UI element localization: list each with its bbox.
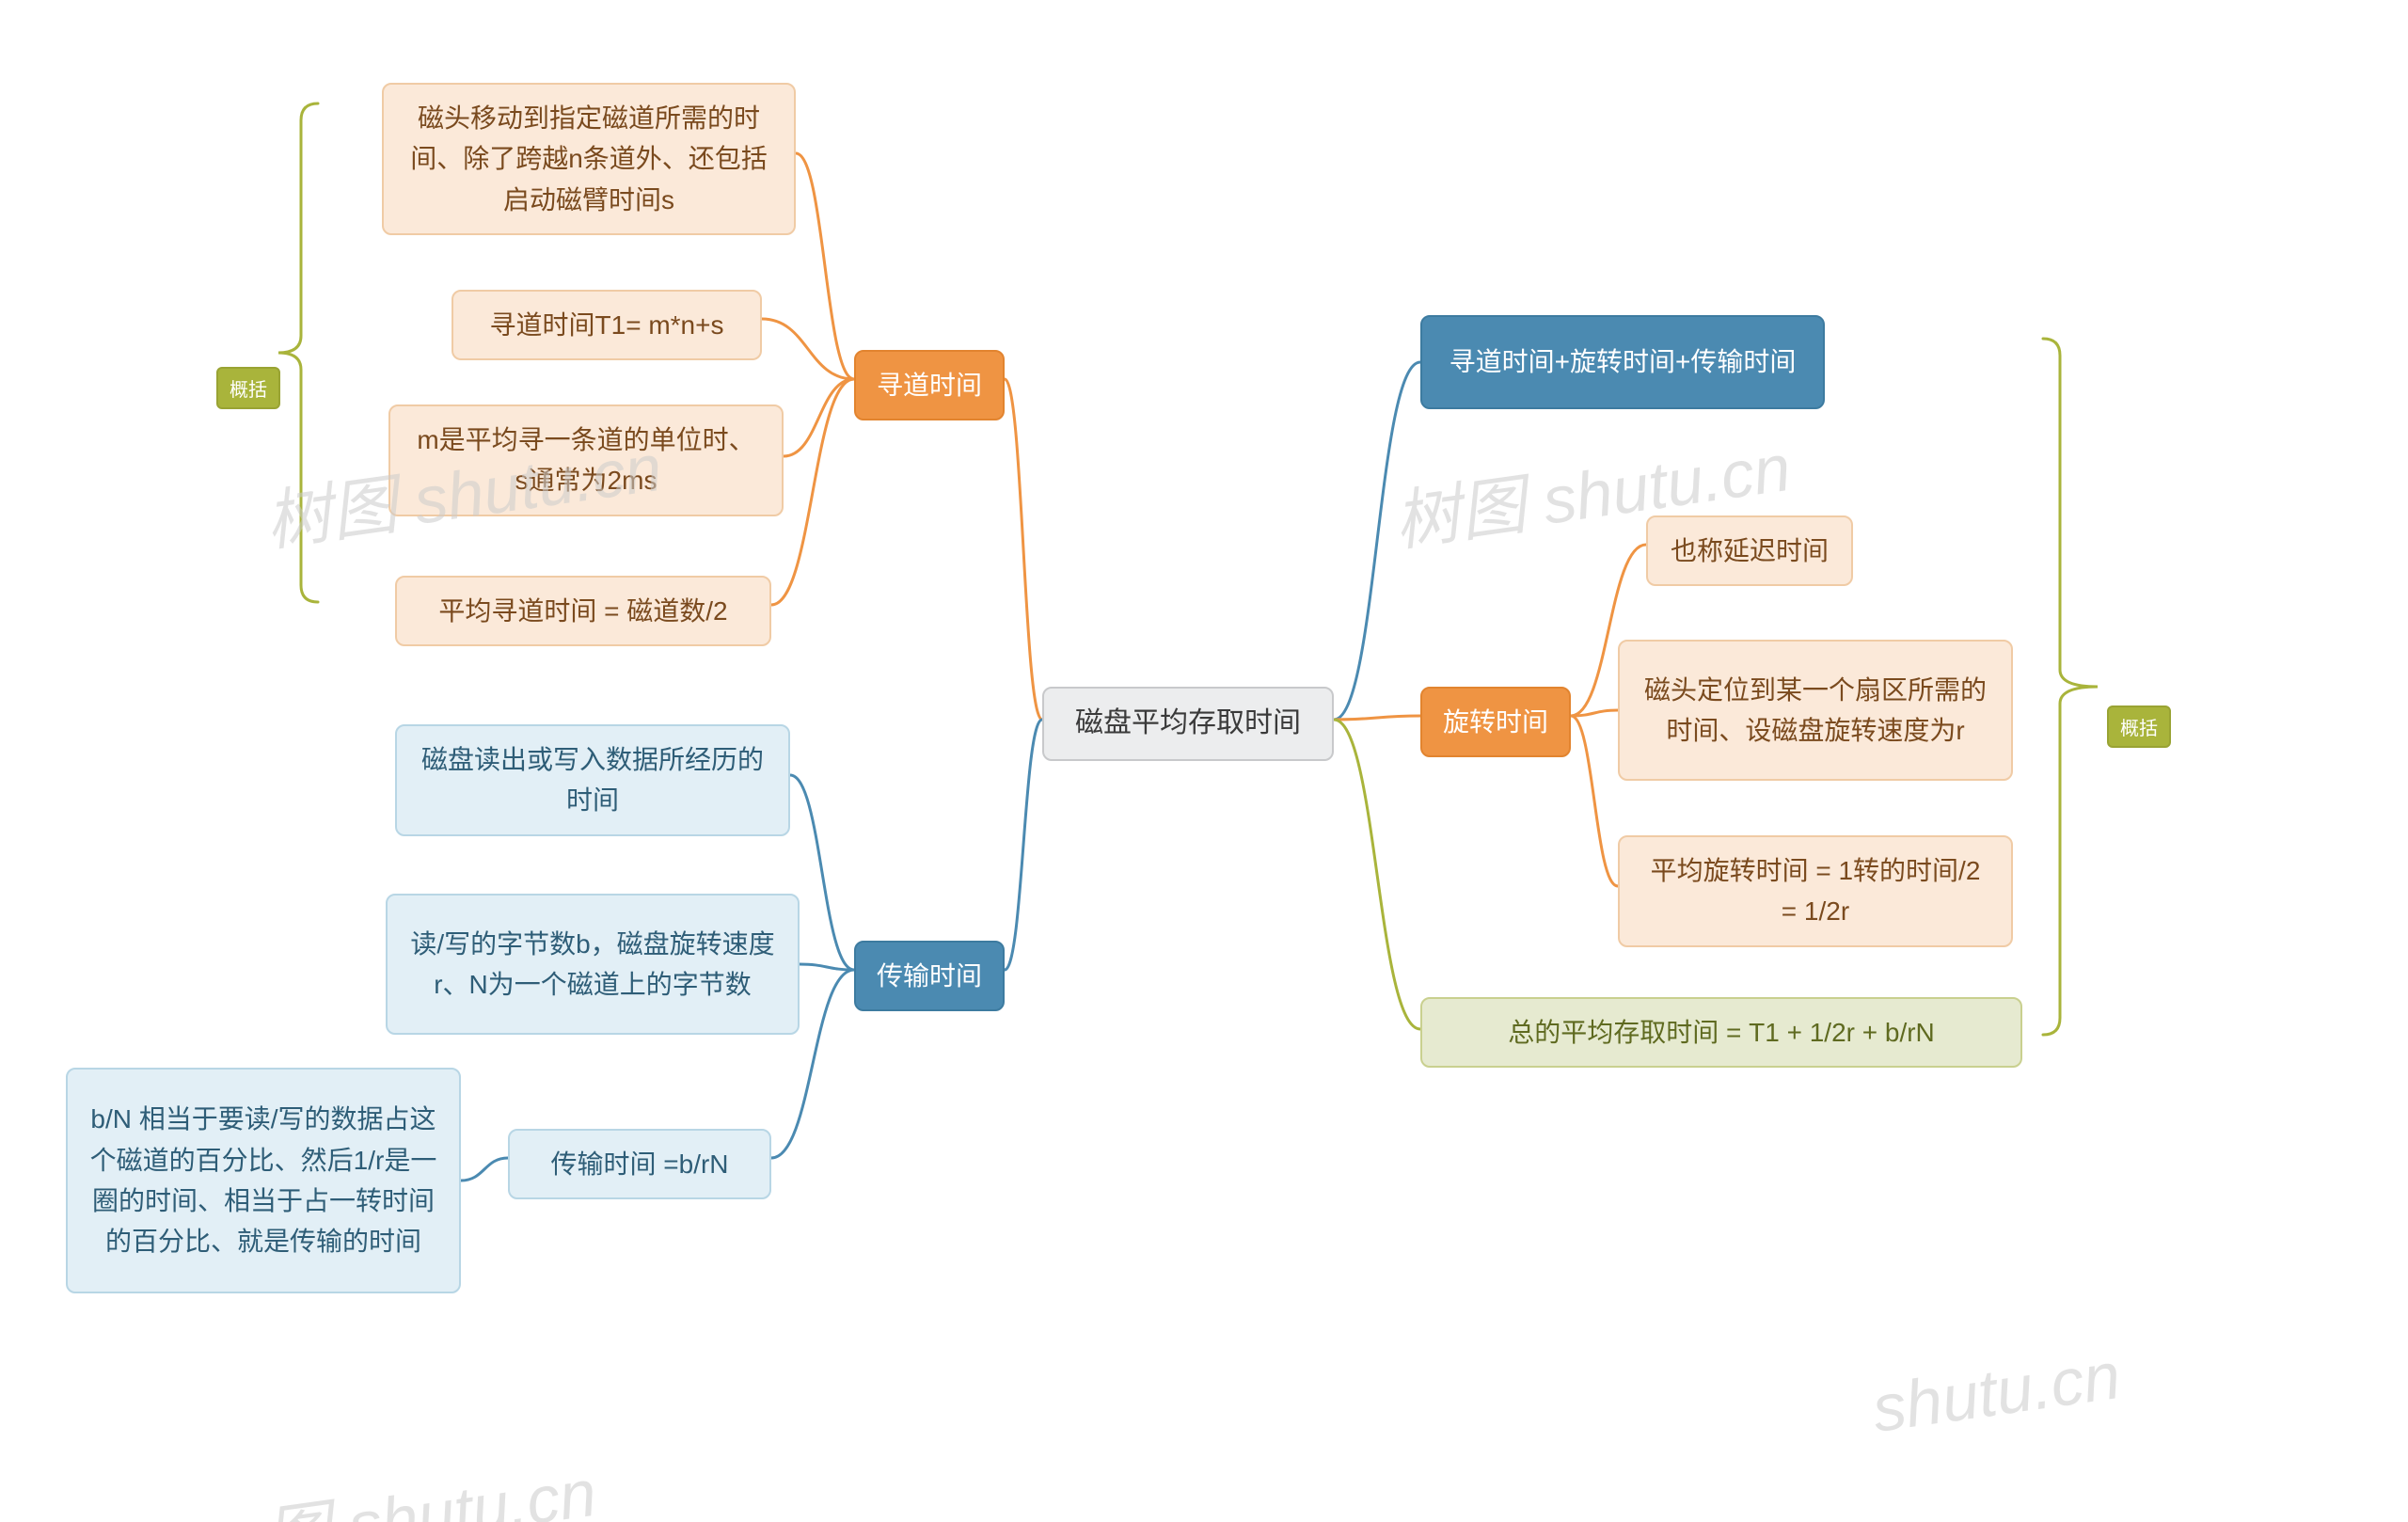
rotation-detail-1[interactable]: 也称延迟时间: [1646, 515, 1853, 586]
summary-tag-right[interactable]: 概括: [2107, 706, 2171, 748]
sum-node[interactable]: 寻道时间+旋转时间+传输时间: [1420, 315, 1825, 409]
transfer-node[interactable]: 传输时间: [854, 941, 1005, 1011]
seek-detail-2[interactable]: 寻道时间T1= m*n+s: [452, 290, 762, 360]
transfer-detail-3[interactable]: 传输时间 =b/rN: [508, 1129, 771, 1199]
root-node[interactable]: 磁盘平均存取时间: [1042, 687, 1334, 761]
seek-detail-4[interactable]: 平均寻道时间 = 磁道数/2: [395, 576, 771, 646]
summary-tag-left[interactable]: 概括: [216, 367, 280, 409]
seek-detail-3[interactable]: m是平均寻一条道的单位时、s通常为2ms: [388, 404, 784, 516]
rotation-detail-3[interactable]: 平均旋转时间 = 1转的时间/2 = 1/2r: [1618, 835, 2013, 947]
total-node[interactable]: 总的平均存取时间 = T1 + 1/2r + b/rN: [1420, 997, 2022, 1068]
rotation-node[interactable]: 旋转时间: [1420, 687, 1571, 757]
transfer-detail-3x[interactable]: b/N 相当于要读/写的数据占这个磁道的百分比、然后1/r是一圈的时间、相当于占…: [66, 1068, 461, 1293]
transfer-detail-2[interactable]: 读/写的字节数b，磁盘旋转速度r、N为一个磁道上的字节数: [386, 894, 800, 1035]
connector-layer: [0, 0, 2408, 1522]
watermark: 图 shutu.cn: [259, 1440, 602, 1522]
transfer-detail-1[interactable]: 磁盘读出或写入数据所经历的时间: [395, 724, 790, 836]
watermark: shutu.cn: [1868, 1338, 2125, 1447]
seek-node[interactable]: 寻道时间: [854, 350, 1005, 420]
seek-detail-1[interactable]: 磁头移动到指定磁道所需的时间、除了跨越n条道外、还包括启动磁臂时间s: [382, 83, 796, 235]
rotation-detail-2[interactable]: 磁头定位到某一个扇区所需的时间、设磁盘旋转速度为r: [1618, 640, 2013, 781]
